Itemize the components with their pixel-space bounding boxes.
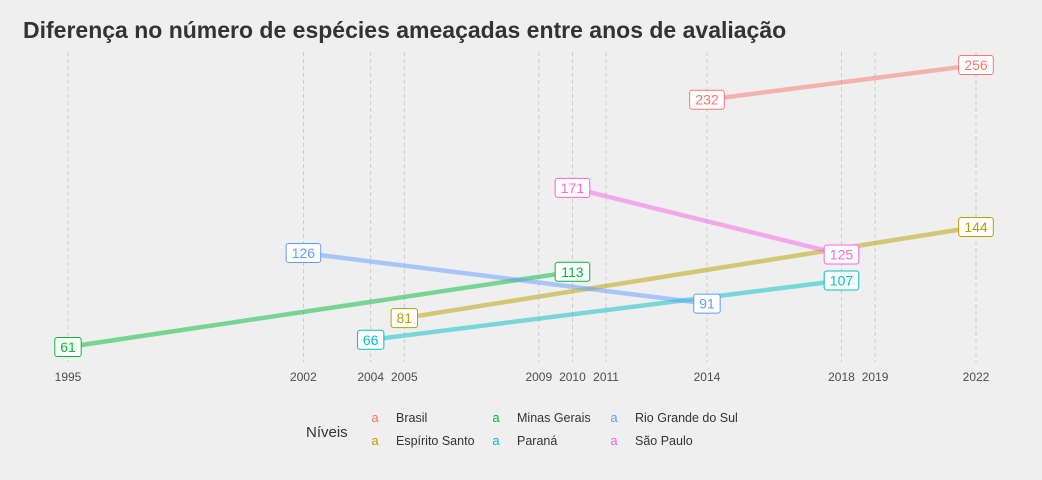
legend-key: a xyxy=(371,410,379,425)
data-label: 125 xyxy=(823,244,860,265)
legend-item: a Brasil xyxy=(366,408,427,426)
x-tick-label: 2009 xyxy=(525,370,552,384)
data-label: 81 xyxy=(390,308,418,329)
legend-key: a xyxy=(610,410,618,425)
data-label-box xyxy=(390,308,418,329)
data-label: 61 xyxy=(54,337,82,357)
legend-item: a Paraná xyxy=(487,431,557,449)
data-label: 107 xyxy=(823,270,860,291)
legend-key: a xyxy=(492,433,500,448)
data-label-text: 171 xyxy=(561,180,585,196)
data-label-text: 125 xyxy=(830,246,854,262)
legend-title: Níveis xyxy=(306,424,348,441)
series-line xyxy=(571,185,843,257)
data-label-text: 91 xyxy=(699,296,715,312)
legend-key: a xyxy=(610,433,618,448)
data-label: 126 xyxy=(285,243,322,263)
data-label-box xyxy=(823,244,860,265)
data-label: 144 xyxy=(958,216,994,237)
legend-key-bg xyxy=(366,408,384,426)
x-tick-label: 2005 xyxy=(391,370,418,384)
x-tick-label: 2010 xyxy=(559,370,586,384)
series-line xyxy=(706,62,977,102)
legend-label: Espírito Santo xyxy=(396,434,475,448)
x-tick-label: 2004 xyxy=(357,370,384,384)
legend-key-bg xyxy=(487,431,505,449)
data-label-text: 81 xyxy=(397,310,413,326)
legend-item: a São Paulo xyxy=(605,431,693,449)
legend-label: São Paulo xyxy=(635,434,693,448)
data-label-text: 113 xyxy=(561,264,584,280)
data-label: 232 xyxy=(689,89,725,110)
series-line xyxy=(370,278,842,343)
x-tick-label: 2014 xyxy=(694,370,721,384)
legend-key-bg xyxy=(366,431,384,449)
grid-lines xyxy=(67,52,977,362)
data-label: 171 xyxy=(554,177,591,198)
data-label-box xyxy=(823,270,860,291)
data-label-text: 61 xyxy=(60,339,76,355)
data-label-text: 126 xyxy=(292,245,316,261)
legend-label: Rio Grande do Sul xyxy=(635,411,738,425)
x-axis-ticks: 1995 2002 2004 2005 2009 2010 2011 2014 2018 2019… xyxy=(55,370,990,384)
data-label: 66 xyxy=(356,329,385,350)
legend-key: a xyxy=(492,410,500,425)
legend-key: a xyxy=(371,433,379,448)
data-label-box xyxy=(554,177,591,198)
legend-label: Paraná xyxy=(517,434,557,448)
data-label-text: 66 xyxy=(363,332,379,348)
data-label-text: 256 xyxy=(964,57,988,73)
x-tick-label: 2011 xyxy=(593,370,619,384)
x-tick-label: 2022 xyxy=(963,370,990,384)
legend-label: Brasil xyxy=(396,411,427,425)
data-label-box xyxy=(693,293,721,314)
data-label-box xyxy=(554,261,591,282)
data-label-box xyxy=(689,89,725,110)
data-label-text: 107 xyxy=(830,272,854,288)
legend-label: Minas Gerais xyxy=(517,411,591,425)
data-label-box xyxy=(356,329,385,350)
data-labels: 232 256 81 144 61 113 66 107 126 91 171 125 xyxy=(54,55,994,357)
legend-item: a Espírito Santo xyxy=(366,431,475,449)
series-line xyxy=(67,269,573,350)
data-label-box xyxy=(958,216,994,237)
x-tick-label: 2019 xyxy=(862,370,889,384)
legend-item: a Rio Grande do Sul xyxy=(605,408,738,426)
data-label: 256 xyxy=(958,55,994,75)
data-label-box xyxy=(54,337,82,357)
data-label-box xyxy=(285,243,322,263)
data-label-box xyxy=(958,55,994,75)
legend-key-bg xyxy=(605,408,623,426)
series-lines xyxy=(67,62,977,350)
data-label-text: 232 xyxy=(695,92,719,108)
x-tick-label: 1995 xyxy=(55,370,82,384)
series-line xyxy=(303,250,708,306)
x-tick-label: 2002 xyxy=(290,370,317,384)
data-label: 91 xyxy=(693,293,721,314)
legend-key-bg xyxy=(487,408,505,426)
x-tick-label: 2018 xyxy=(828,370,855,384)
data-label: 113 xyxy=(554,261,591,282)
legend-item: a Minas Gerais xyxy=(487,408,591,426)
legend-key-bg xyxy=(605,431,623,449)
data-label-text: 144 xyxy=(964,219,988,235)
chart-title: Diferença no número de espécies ameaçada… xyxy=(23,17,786,43)
series-line xyxy=(403,224,977,321)
legend: Níveis a Brasil a Espírito Santo a Minas Gera… xyxy=(306,408,738,449)
